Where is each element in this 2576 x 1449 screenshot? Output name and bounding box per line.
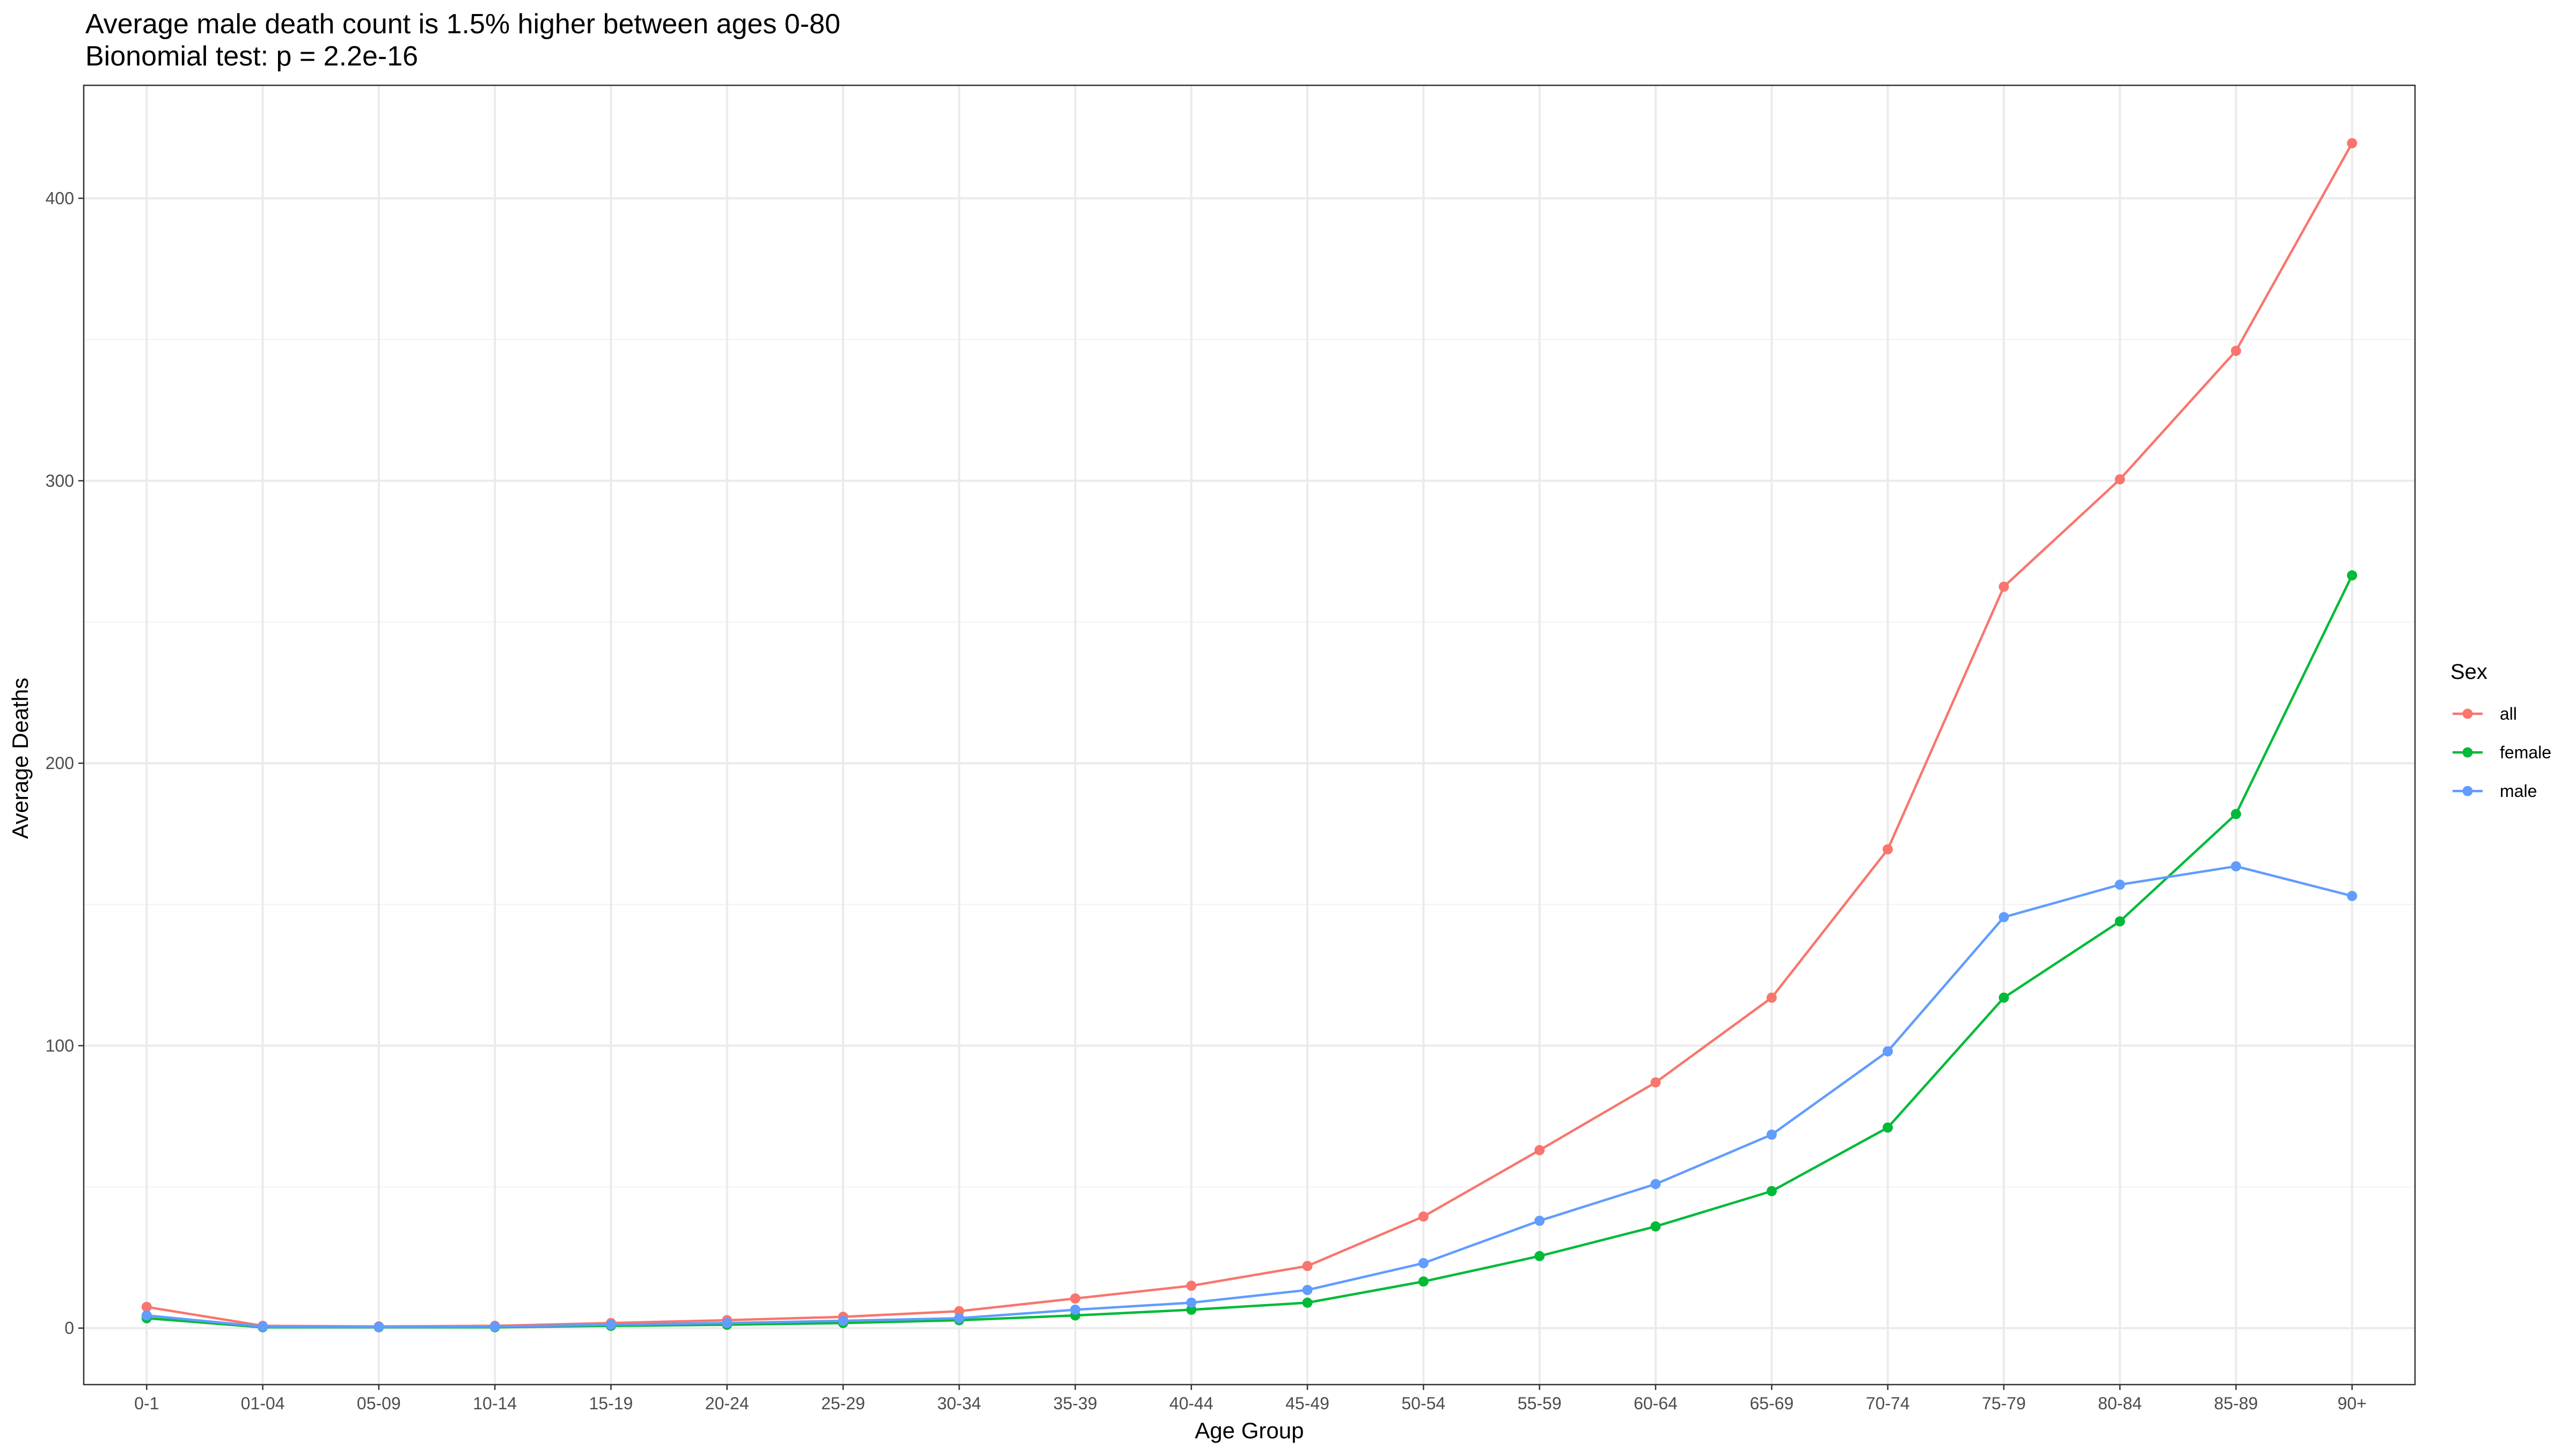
data-point-female	[1999, 992, 2009, 1003]
data-point-all	[1070, 1293, 1081, 1304]
y-tick-label: 0	[64, 1319, 74, 1338]
x-tick-label: 75-79	[1982, 1394, 2026, 1413]
x-tick-label: 25-29	[821, 1394, 865, 1413]
data-point-all	[1650, 1077, 1661, 1088]
data-point-all	[1999, 581, 2009, 592]
legend-label-all: all	[2500, 704, 2517, 723]
x-axis-title: Age Group	[1195, 1418, 1304, 1443]
data-point-female	[2114, 916, 2125, 927]
data-point-female	[1650, 1221, 1661, 1232]
series-line-male	[147, 865, 2353, 1328]
y-tick-label: 200	[46, 753, 74, 773]
data-point-female	[2230, 809, 2241, 819]
data-point-female	[1418, 1276, 1429, 1287]
axes: 0 100 200 300 400 0-1 01-04 05-09 10-14 15-19 20-2…	[46, 189, 2367, 1413]
x-tick-label: 15-19	[589, 1394, 633, 1413]
x-tick-label: 45-49	[1285, 1394, 1329, 1413]
legend-title: Sex	[2450, 660, 2487, 684]
data-point-male	[1186, 1297, 1197, 1308]
data-point-all	[141, 1301, 152, 1312]
legend-key-point-female	[2462, 747, 2473, 758]
x-tick-label: 80-84	[2098, 1394, 2142, 1413]
chart-title: Average male death count is 1.5% higher …	[85, 9, 840, 40]
data-point-male	[1302, 1285, 1313, 1296]
data-point-all	[1186, 1280, 1197, 1291]
legend: Sex all female male	[2450, 660, 2551, 801]
legend-label-female: female	[2500, 743, 2551, 762]
data-point-all	[1766, 992, 1777, 1003]
data-point-male	[258, 1321, 268, 1332]
data-point-male	[722, 1318, 733, 1328]
data-point-all	[2114, 474, 2125, 485]
data-point-female	[2347, 570, 2358, 581]
data-point-all	[1418, 1211, 1429, 1222]
data-point-female	[1883, 1122, 1893, 1133]
data-point-male	[1883, 1046, 1893, 1057]
data-point-male	[838, 1315, 848, 1326]
data-point-female	[1302, 1297, 1313, 1308]
x-tick-label: 05-09	[357, 1394, 401, 1413]
x-tick-label: 20-24	[705, 1394, 749, 1413]
x-tick-label: 0-1	[134, 1394, 159, 1413]
data-point-all	[1883, 844, 1893, 855]
x-tick-label: 01-04	[241, 1394, 285, 1413]
legend-key-point-male	[2462, 786, 2473, 796]
data-point-male	[2347, 890, 2358, 901]
grid	[84, 85, 2415, 1385]
y-tick-label: 400	[46, 189, 74, 208]
data-point-all	[2230, 346, 2241, 356]
series-line-all	[146, 142, 2353, 1328]
data-point-male	[1418, 1258, 1429, 1269]
x-tick-label: 40-44	[1169, 1394, 1213, 1413]
chart-subtitle: Bionomial test: p = 2.2e-16	[85, 41, 418, 72]
data-point-male	[2230, 861, 2241, 872]
data-point-male	[1766, 1129, 1777, 1140]
x-tick-label: 65-69	[1750, 1394, 1794, 1413]
series-line-female	[147, 575, 2353, 1329]
x-tick-label: 50-54	[1402, 1394, 1446, 1413]
series-layer	[141, 138, 2358, 1333]
data-point-male	[954, 1313, 964, 1323]
data-point-all	[954, 1306, 964, 1316]
data-point-all	[2347, 138, 2358, 149]
data-point-male	[1534, 1216, 1545, 1226]
y-tick-label: 300	[46, 471, 74, 491]
legend-key-point-all	[2462, 708, 2473, 719]
x-tick-label: 90+	[2338, 1394, 2367, 1413]
data-point-female	[1766, 1185, 1777, 1196]
x-tick-label: 10-14	[473, 1394, 517, 1413]
x-tick-label: 30-34	[937, 1394, 981, 1413]
data-point-female	[1186, 1305, 1197, 1315]
x-tick-label: 60-64	[1634, 1394, 1678, 1413]
data-point-male	[1999, 912, 2009, 923]
data-point-male	[1650, 1179, 1661, 1189]
data-point-all	[1302, 1261, 1313, 1271]
x-tick-label: 55-59	[1518, 1394, 1562, 1413]
y-axis-title: Average Deaths	[8, 678, 33, 839]
legend-label-male: male	[2500, 781, 2537, 801]
data-point-all	[1534, 1145, 1545, 1155]
data-point-male	[2114, 879, 2125, 890]
data-point-male	[605, 1319, 616, 1330]
y-tick-label: 100	[46, 1036, 74, 1055]
data-point-male	[1070, 1305, 1081, 1315]
plot-panel-border	[83, 84, 2416, 1386]
data-point-male	[141, 1310, 152, 1321]
x-tick-label: 85-89	[2214, 1394, 2258, 1413]
data-point-female	[1534, 1251, 1545, 1262]
x-tick-label: 70-74	[1866, 1394, 1910, 1413]
data-point-male	[374, 1322, 384, 1333]
data-point-male	[489, 1321, 500, 1332]
x-tick-label: 35-39	[1053, 1394, 1097, 1413]
